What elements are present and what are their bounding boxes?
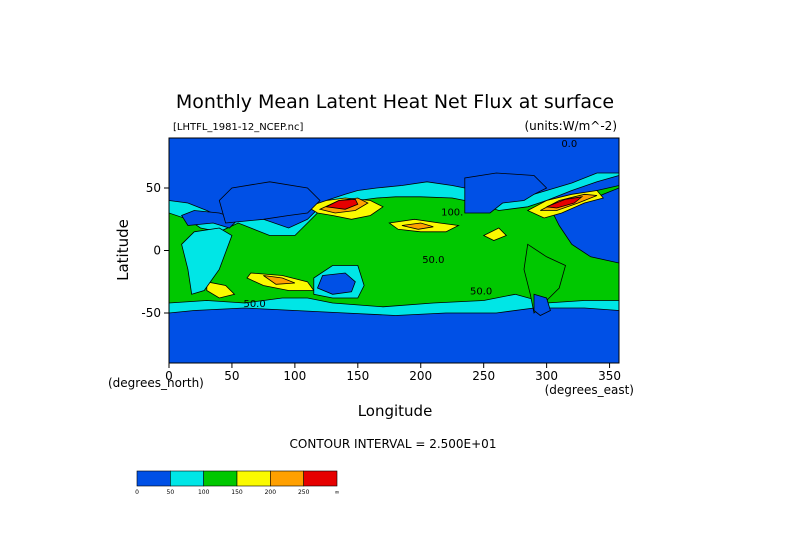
x-tick-label: 0: [165, 369, 173, 383]
units-label: (units:W/m^-2): [524, 119, 617, 133]
x-tick-label: 350: [598, 369, 621, 383]
x-tick-label: 100: [283, 369, 306, 383]
flux-region-7: [206, 281, 236, 299]
y-axis-label: Latitude: [114, 219, 132, 281]
flux-region-21: [533, 293, 551, 316]
y-unit-label: (degrees_north): [108, 376, 204, 390]
colorbar-swatch-5: [303, 470, 338, 487]
colorbar-swatch-4: [270, 470, 304, 487]
colorbar-swatch-0: [136, 470, 171, 487]
file-label: [LHTFL_1981-12_NCEP.nc]: [173, 122, 303, 133]
flux-region-19: [218, 181, 321, 224]
contour-label-0: 0.0: [561, 139, 577, 150]
y-tick-label: 50: [146, 181, 161, 195]
y-tick-label: -50: [141, 306, 161, 320]
contour-label-4: 100.: [441, 208, 463, 219]
colorbar-tick-label: 150: [231, 489, 243, 496]
colorbar-swatch-2: [203, 470, 238, 487]
y-axis: -50 0 50: [141, 181, 169, 320]
contour-label-3: 50.0: [422, 255, 444, 266]
contour-label-2: 50.0: [470, 286, 492, 297]
colorbar-tick-label: ∞: [335, 489, 340, 496]
x-tick-label: 50: [224, 369, 239, 383]
flux-region-13: [324, 198, 359, 210]
flux-region-22: [464, 172, 548, 214]
heatmap-area: [169, 138, 619, 363]
flux-region-12: [263, 275, 296, 285]
x-unit-label: (degrees_east): [545, 383, 634, 397]
flux-region-17: [181, 227, 233, 295]
x-tick-label: 150: [346, 369, 369, 383]
x-tick-label: 200: [409, 369, 432, 383]
flux-region-11: [401, 222, 434, 230]
flux-region-14: [546, 196, 584, 209]
flux-region-16: [316, 272, 356, 295]
chart-title: Monthly Mean Latent Heat Net Flux at sur…: [176, 91, 614, 113]
contour-label-1: 50.0: [243, 299, 265, 310]
contour-interval-label: CONTOUR INTERVAL = 2.500E+01: [290, 437, 497, 451]
flux-region-8: [482, 227, 508, 241]
colorbar-tick-label: 100: [198, 489, 210, 496]
colorbar-tick-label: 250: [298, 489, 310, 496]
y-tick-label: 0: [153, 244, 161, 258]
colorbar-tick-label: 50: [167, 489, 175, 496]
x-tick-label: 300: [535, 369, 558, 383]
colorbar-swatch-1: [170, 470, 204, 487]
contour-labels: 0.0 50.0 50.0 50.0 100.: [243, 139, 577, 310]
x-tick-label: 250: [472, 369, 495, 383]
colorbar-swatch-3: [236, 470, 271, 487]
colorbar: 0 50 100 150 200 250 ∞: [135, 470, 340, 496]
colorbar-tick-label: 200: [265, 489, 277, 496]
colorbar-tick-label: 0: [135, 489, 139, 496]
x-axis: 0 50 100 150 200 250 300 350: [165, 363, 621, 383]
x-axis-label: Longitude: [358, 402, 433, 420]
